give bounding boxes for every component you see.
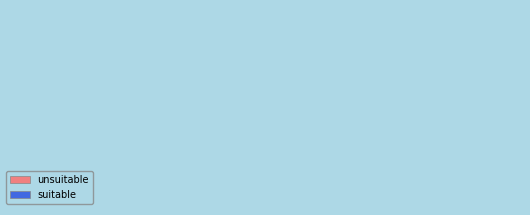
Legend: unsuitable, suitable: unsuitable, suitable — [6, 171, 93, 204]
